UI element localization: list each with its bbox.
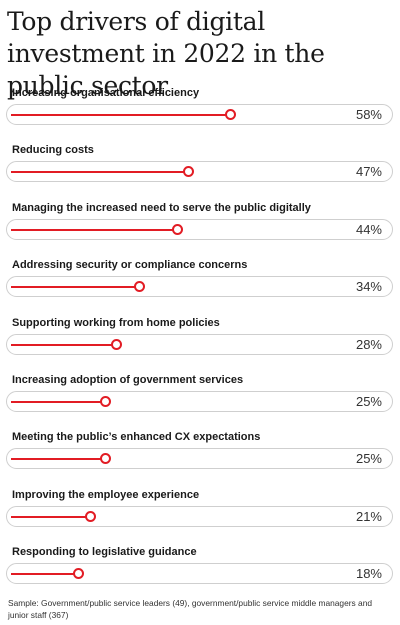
bar-label: Increasing adoption of government servic… [12,373,244,386]
bar-track: 34% [6,276,393,298]
bar-label: Responding to legislative guidance [12,546,197,559]
bar-track: 25% [6,390,393,412]
bar-row: Managing the increased need to serve the… [0,201,400,258]
bar-row: Increasing organisational efficiency 58% [0,86,400,143]
bar-row: Improving the employee experience 21% [0,488,400,545]
bar-value-label: 28% [355,336,382,352]
bar [11,400,106,403]
bar-value-label: 47% [355,164,382,180]
bar-end-marker [99,395,111,407]
bar-end-marker [84,510,96,522]
bar [11,286,140,289]
bar [11,458,106,461]
bar-end-marker [99,453,111,465]
bar-track: 21% [6,505,393,527]
bar-row: Increasing adoption of government servic… [0,373,400,430]
bar-value-label: 58% [355,107,382,122]
bar-label: Meeting the public’s enhanced CX expecta… [12,431,261,444]
bar-list: Increasing organisational efficiency 58% R… [0,86,400,603]
bar-label: Improving the employee experience [12,488,200,501]
bar-label: Increasing organisational efficiency [12,87,200,99]
bar-row: Reducing costs 47% [0,143,400,200]
bar-row: Supporting working from home policies 28% [0,316,400,373]
bar-value-label: 34% [355,279,382,295]
bar-end-marker [73,568,85,580]
bar-value-label: 21% [355,508,382,524]
bar [11,515,91,518]
bar-track: 44% [6,218,393,240]
bar-row: Responding to legislative guidance 18% [0,545,400,602]
bar [11,343,118,346]
bar-value-label: 44% [355,221,382,237]
bar-track: 47% [6,161,393,183]
bar-track: 28% [6,333,393,355]
bar [11,573,80,576]
bar [11,171,190,174]
bar-label: Managing the increased need to serve the… [12,201,311,214]
bar-value-label: 25% [355,393,382,409]
bar-row: Meeting the public’s enhanced CX expecta… [0,430,400,487]
bar-track: 18% [6,563,393,585]
bar-label: Reducing costs [12,144,94,157]
bar-label: Supporting working from home policies [12,316,220,329]
bar [11,114,231,116]
footnote: Sample: Government/public service leader… [8,598,373,620]
bar-end-marker [183,166,195,178]
bar-end-marker [111,338,123,350]
bar-value-label: 25% [355,451,382,467]
bar-row: Addressing security or compliance concer… [0,258,400,315]
bar [11,228,178,231]
chart-title: Top drivers of digital investment in 202… [7,7,325,100]
bar-label: Addressing security or compliance concer… [12,259,248,272]
bar-value-label: 18% [355,566,382,582]
bar-end-marker [171,223,183,235]
bar-track: 25% [6,448,393,470]
bar-end-marker [224,109,236,120]
bar-end-marker [133,281,145,293]
bar-track: 58% [6,104,393,125]
